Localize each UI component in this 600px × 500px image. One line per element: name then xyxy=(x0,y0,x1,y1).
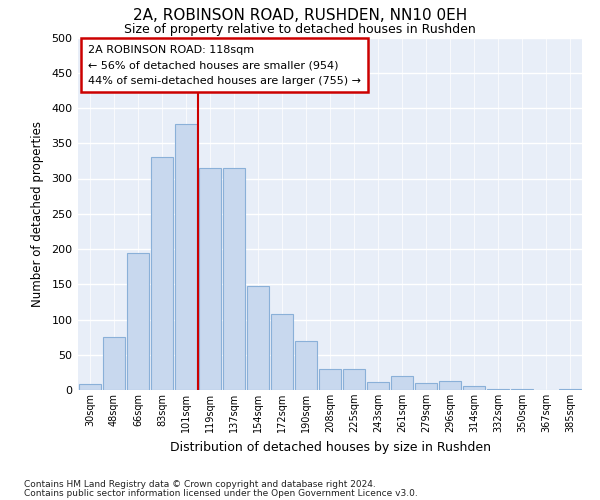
Bar xyxy=(367,382,389,390)
Bar xyxy=(271,314,293,390)
Bar xyxy=(343,369,365,390)
Y-axis label: Number of detached properties: Number of detached properties xyxy=(31,120,44,306)
X-axis label: Distribution of detached houses by size in Rushden: Distribution of detached houses by size … xyxy=(170,440,491,454)
Bar xyxy=(127,252,149,390)
Bar xyxy=(391,376,413,390)
Bar xyxy=(415,383,437,390)
Bar xyxy=(79,384,101,390)
Bar xyxy=(439,381,461,390)
Bar xyxy=(247,286,269,390)
Text: Contains HM Land Registry data © Crown copyright and database right 2024.: Contains HM Land Registry data © Crown c… xyxy=(24,480,376,489)
Bar xyxy=(463,386,485,390)
Bar xyxy=(319,369,341,390)
Text: Contains public sector information licensed under the Open Government Licence v3: Contains public sector information licen… xyxy=(24,489,418,498)
Text: Size of property relative to detached houses in Rushden: Size of property relative to detached ho… xyxy=(124,22,476,36)
Bar xyxy=(559,388,581,390)
Bar xyxy=(103,337,125,390)
Text: 2A, ROBINSON ROAD, RUSHDEN, NN10 0EH: 2A, ROBINSON ROAD, RUSHDEN, NN10 0EH xyxy=(133,8,467,22)
Bar xyxy=(487,388,509,390)
Bar xyxy=(223,168,245,390)
Bar xyxy=(175,124,197,390)
Bar xyxy=(295,340,317,390)
Bar xyxy=(151,158,173,390)
Text: 2A ROBINSON ROAD: 118sqm
← 56% of detached houses are smaller (954)
44% of semi-: 2A ROBINSON ROAD: 118sqm ← 56% of detach… xyxy=(88,44,361,86)
Bar xyxy=(199,168,221,390)
